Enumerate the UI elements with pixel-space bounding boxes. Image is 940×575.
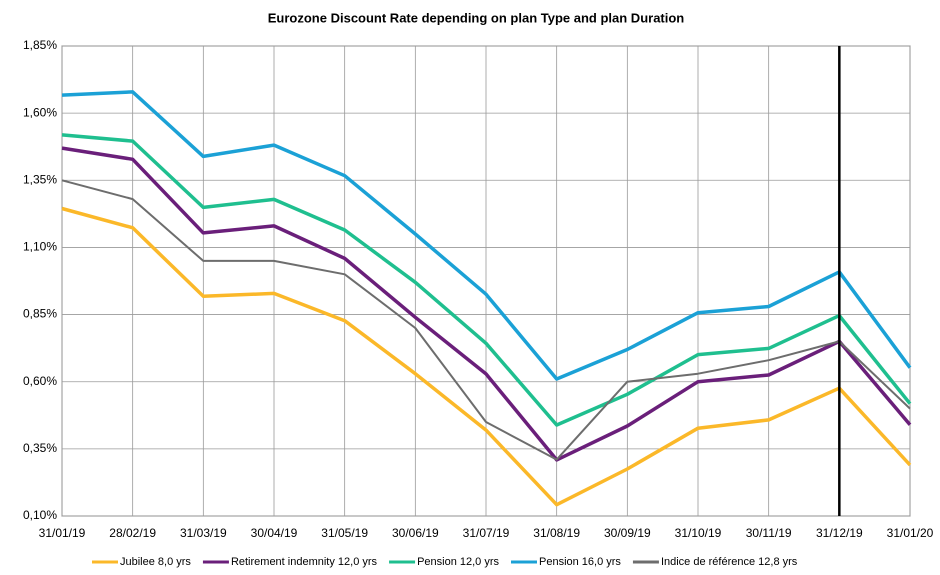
y-tick-label: 1,60% bbox=[23, 105, 57, 119]
series-line bbox=[61, 133, 912, 427]
y-tick-label: 0,85% bbox=[23, 307, 57, 321]
legend-label: Jubilee 8,0 yrs bbox=[120, 556, 191, 568]
series-line bbox=[61, 179, 911, 461]
x-tick-label: 31/07/19 bbox=[463, 526, 510, 540]
y-tick-label: 1,10% bbox=[23, 240, 57, 254]
y-tick-label: 0,35% bbox=[23, 441, 57, 455]
x-tick-label: 31/05/19 bbox=[321, 526, 368, 540]
x-tick-label: 31/08/19 bbox=[533, 526, 580, 540]
x-tick-label: 30/04/19 bbox=[251, 526, 298, 540]
x-tick-label: 31/01/20 bbox=[887, 526, 934, 540]
legend-label: Pension 16,0 yrs bbox=[539, 556, 621, 568]
x-tick-label: 28/02/19 bbox=[109, 526, 156, 540]
legend-label: Indice de référence 12,8 yrs bbox=[661, 556, 798, 568]
series-line bbox=[61, 90, 912, 381]
y-tick-label: 0,60% bbox=[23, 374, 57, 388]
x-tick-label: 31/01/19 bbox=[39, 526, 86, 540]
series-line bbox=[61, 206, 912, 507]
x-tick-label: 31/03/19 bbox=[180, 526, 227, 540]
x-tick-label: 30/11/19 bbox=[746, 526, 792, 540]
y-tick-label: 0,10% bbox=[23, 508, 57, 522]
series-line bbox=[61, 146, 912, 462]
legend-label: Retirement indemnity 12,0 yrs bbox=[231, 556, 378, 568]
legend-label: Pension 12,0 yrs bbox=[417, 556, 499, 568]
x-tick-label: 30/06/19 bbox=[392, 526, 439, 540]
y-tick-label: 1,35% bbox=[23, 172, 57, 186]
x-tick-label: 31/10/19 bbox=[675, 526, 722, 540]
y-tick-label: 1,85% bbox=[23, 38, 57, 52]
x-tick-label: 31/12/19 bbox=[816, 526, 863, 540]
x-tick-label: 30/09/19 bbox=[604, 526, 651, 540]
chart-title: Eurozone Discount Rate depending on plan… bbox=[268, 10, 685, 25]
